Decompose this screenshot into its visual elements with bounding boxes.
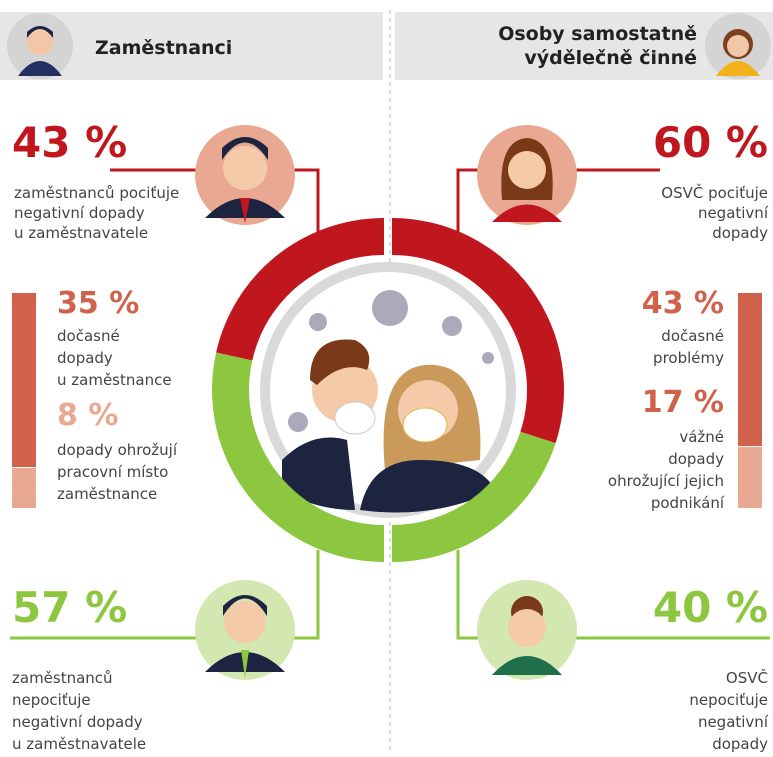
percent: 40 % xyxy=(653,583,768,632)
description: vážné xyxy=(679,428,724,446)
avatar xyxy=(705,13,771,79)
description: nepociťuje xyxy=(689,691,768,709)
percent: 17 % xyxy=(642,385,724,420)
description: dopady ohrožují xyxy=(57,441,178,459)
percent: 35 % xyxy=(57,286,139,321)
description: pracovní místo xyxy=(57,463,168,481)
avatar xyxy=(477,125,577,225)
avatar xyxy=(195,580,295,680)
description: negativní xyxy=(698,713,769,731)
description: ohrožující jejich xyxy=(608,472,724,490)
description: negativní dopady xyxy=(14,204,145,222)
description: negativní xyxy=(698,204,769,222)
description: zaměstnanců xyxy=(12,669,113,687)
description: u zaměstnavatele xyxy=(12,735,146,753)
avatar xyxy=(195,125,295,225)
description: negativní dopady xyxy=(12,713,143,731)
description: u zaměstnavatele xyxy=(14,224,148,242)
description: dopady xyxy=(668,450,724,468)
description: dopady xyxy=(712,735,768,753)
header-title: Zaměstnanci xyxy=(95,37,232,59)
percent: 57 % xyxy=(12,583,127,632)
description: problémy xyxy=(653,349,724,367)
description: dopady xyxy=(712,224,768,242)
description: dočasné xyxy=(57,327,120,345)
avatar xyxy=(7,13,73,79)
description: zaměstnance xyxy=(57,485,157,503)
header-title: výdělečně činné xyxy=(524,47,697,69)
description: podnikání xyxy=(651,494,725,512)
header-title: Osoby samostatně xyxy=(498,23,697,45)
description: OSVČ pociťuje xyxy=(661,183,768,202)
description: dočasné xyxy=(661,327,724,345)
percent: 43 % xyxy=(12,118,127,167)
description: zaměstnanců pociťuje xyxy=(14,184,179,202)
percent: 8 % xyxy=(57,398,118,433)
bar-segment xyxy=(738,447,762,508)
percent: 43 % xyxy=(642,286,724,321)
avatar xyxy=(477,580,577,680)
description: u zaměstnance xyxy=(57,371,172,389)
bar-segment xyxy=(12,293,36,467)
bar-segment xyxy=(12,468,36,508)
infographic: Zaměstnanci Osoby samostatně výdělečně č… xyxy=(0,0,773,757)
description: OSVČ xyxy=(726,668,768,687)
center-illustration xyxy=(260,262,516,518)
percent: 60 % xyxy=(653,118,768,167)
bar-segment xyxy=(738,293,762,446)
description: nepociťuje xyxy=(12,691,91,709)
description: dopady xyxy=(57,349,113,367)
